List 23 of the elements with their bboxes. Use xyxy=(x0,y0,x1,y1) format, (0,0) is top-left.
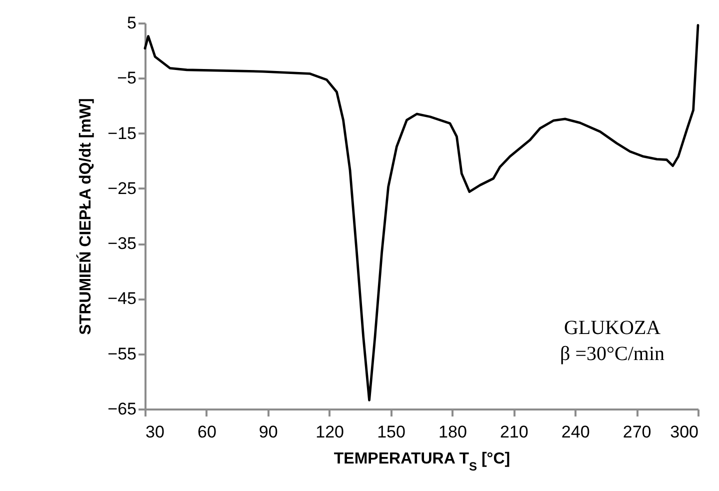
y-tick-label: −25 xyxy=(108,178,136,198)
x-tick-label: 60 xyxy=(197,422,216,442)
x-tick-label: 210 xyxy=(500,422,528,442)
x-tick-label: 300 xyxy=(670,422,698,442)
x-tick-label: 120 xyxy=(316,422,344,442)
x-tick-label: 240 xyxy=(561,422,590,442)
line-series xyxy=(144,24,700,402)
y-tick-label: −65 xyxy=(108,400,136,418)
annotation: β =30°C/min xyxy=(560,342,665,365)
x-tick-label: 90 xyxy=(258,422,278,442)
y-tick-label: 5 xyxy=(127,14,136,32)
x-axis-title: TEMPERATURA T$_{S}$ [°C] xyxy=(334,450,510,474)
y-tick-label: −45 xyxy=(108,289,136,308)
y-tick-label: −55 xyxy=(108,344,136,364)
annotation: GLUKOZA xyxy=(564,316,662,339)
y-tick-label: −35 xyxy=(108,234,136,254)
x-tick-label: 180 xyxy=(438,422,467,442)
x-tick-label: 30 xyxy=(146,422,164,442)
y-tick-label: −15 xyxy=(108,124,136,143)
y-tick-label: −5 xyxy=(117,68,136,88)
y-axis-title: STRUMIEŃ CIEPŁA dQ/dt [mW] xyxy=(76,98,95,335)
x-tick-label: 270 xyxy=(622,422,652,442)
x-tick-label: 150 xyxy=(377,422,406,442)
